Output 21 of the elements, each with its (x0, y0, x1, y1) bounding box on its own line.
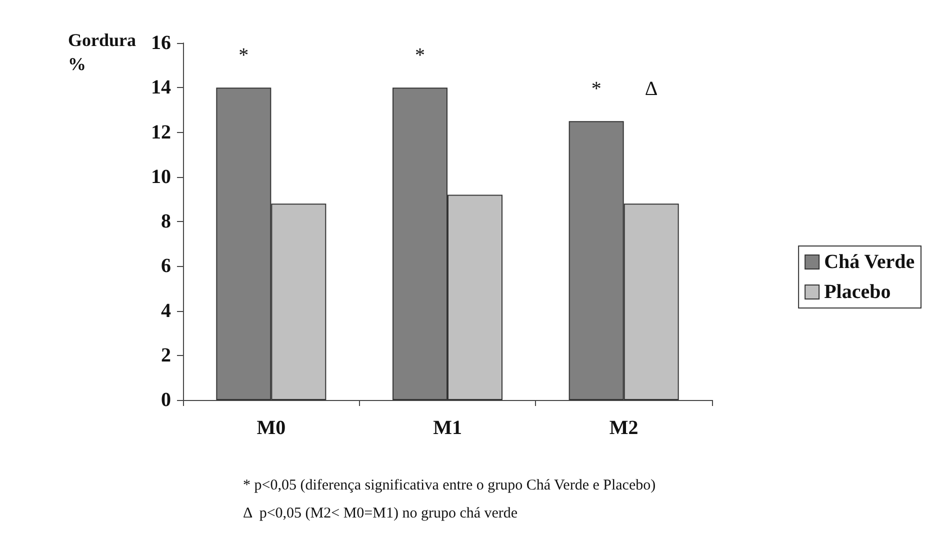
annotation: Δ (644, 78, 658, 100)
y-tick-label: 2 (161, 344, 171, 366)
legend-label: Chá Verde (824, 251, 915, 273)
y-tick-label: 14 (151, 76, 171, 99)
y-tick-label: 10 (151, 166, 171, 188)
y-tick-label: 8 (161, 210, 171, 232)
text: Δ p<0,05 (M2< M0=M1) no grupo chá verde (243, 506, 518, 522)
annotation: * (415, 44, 425, 67)
x-tick-label: M1 (433, 417, 462, 439)
y-tick-label: 4 (161, 300, 171, 322)
x-tick-label: M0 (256, 417, 286, 439)
y-axis-title: Gordura % (68, 30, 136, 74)
x-tick-label: M2 (609, 417, 638, 439)
annotation: * (591, 78, 602, 100)
y-tick-label: 12 (151, 121, 171, 144)
y-tick-label: 0 (161, 389, 171, 411)
legend-label: Placebo (824, 281, 891, 303)
text: * p<0,05 (diferença significativa entre o grupo Chá Verde e Placebo) (243, 478, 656, 494)
y-tick-label: 16 (151, 32, 171, 54)
annotation: * (238, 44, 249, 67)
y-tick-label: 6 (161, 255, 171, 278)
